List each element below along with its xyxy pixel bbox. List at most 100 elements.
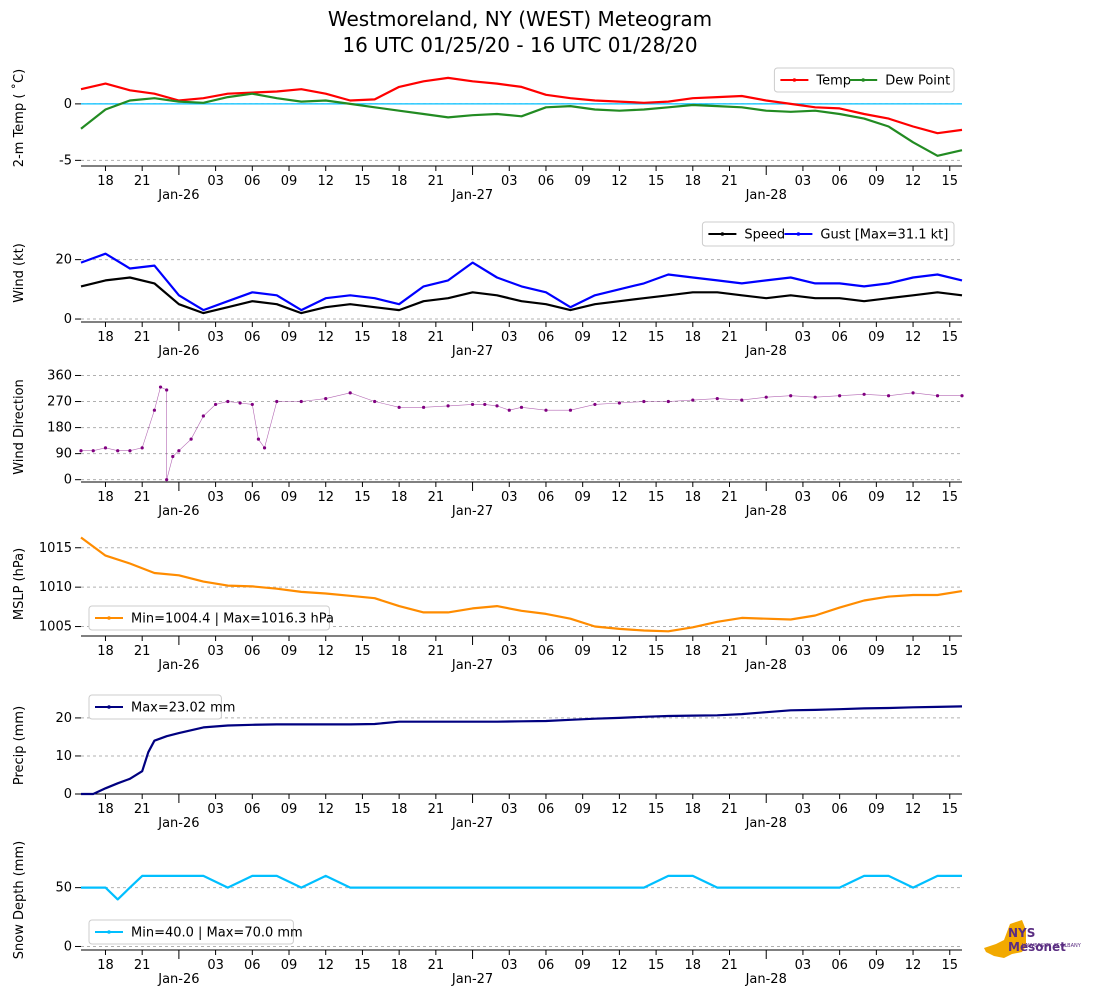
x-tick-label: 15 xyxy=(941,490,958,505)
legend: Temp Dew Point xyxy=(773,67,955,93)
x-tick-label: 21 xyxy=(721,958,738,973)
x-tick-label: 03 xyxy=(795,490,812,505)
x-tick-label: 12 xyxy=(317,490,334,505)
x-tick-label: 06 xyxy=(244,330,261,345)
x-tick-label: 21 xyxy=(428,644,445,659)
panel-2: 0 20 18 21 03 06 09 12 15 18 21 03 06 09 12 15 18 21 03 06 0… xyxy=(12,221,963,359)
x-date-label: Jan-26 xyxy=(157,972,199,987)
x-tick-label: 03 xyxy=(501,802,518,817)
y-tick-label: 20 xyxy=(55,711,72,726)
y-axis-label: Wind Direction xyxy=(12,379,27,475)
x-tick-label: 18 xyxy=(391,330,408,345)
x-date-label: Jan-28 xyxy=(745,972,787,987)
x-tick-label: 03 xyxy=(501,644,518,659)
x-tick-label: 12 xyxy=(905,802,922,817)
x-tick-label: 09 xyxy=(868,958,885,973)
x-date-label: Jan-26 xyxy=(157,504,199,519)
panel-6: 0 50 18 21 03 06 09 12 15 18 21 03 06 09 12 15 18 21 03 06 0… xyxy=(12,841,962,987)
x-tick-label: 03 xyxy=(207,490,224,505)
x-date-label: Jan-27 xyxy=(451,972,493,987)
legend-label: Max=23.02 mm xyxy=(131,701,235,716)
y-tick-label: 270 xyxy=(47,395,72,410)
x-tick-label: 18 xyxy=(685,490,702,505)
x-date-label: Jan-26 xyxy=(157,188,199,203)
chart-title-line2: 16 UTC 01/25/20 - 16 UTC 01/28/20 xyxy=(342,33,698,57)
x-tick-label: 09 xyxy=(868,490,885,505)
y-axis-label: Wind (kt) xyxy=(12,243,27,303)
legend: Speed Gust [Max=31.1 kt] xyxy=(701,221,955,247)
x-date-label: Jan-28 xyxy=(745,188,787,203)
x-date-label: Jan-28 xyxy=(745,816,787,831)
legend-label: Dew Point xyxy=(885,74,950,89)
x-tick-label: 03 xyxy=(501,958,518,973)
legend-box xyxy=(88,919,294,945)
x-tick-label: 12 xyxy=(611,644,628,659)
x-tick-label: 06 xyxy=(831,490,848,505)
x-tick-label: 12 xyxy=(905,174,922,189)
x-tick-label: 06 xyxy=(831,802,848,817)
x-tick-label: 06 xyxy=(538,330,555,345)
x-tick-label: 09 xyxy=(574,330,591,345)
x-tick-label: 03 xyxy=(207,802,224,817)
x-tick-label: 03 xyxy=(795,802,812,817)
x-tick-label: 18 xyxy=(685,958,702,973)
x-tick-label: 21 xyxy=(428,490,445,505)
x-tick-label: 21 xyxy=(134,174,151,189)
x-tick-label: 21 xyxy=(428,958,445,973)
x-tick-label: 03 xyxy=(795,174,812,189)
x-tick-label: 03 xyxy=(501,490,518,505)
x-tick-label: 12 xyxy=(317,802,334,817)
x-tick-label: 12 xyxy=(611,958,628,973)
x-tick-label: 21 xyxy=(134,644,151,659)
chart-title-line1: Westmoreland, NY (WEST) Meteogram xyxy=(327,7,713,31)
y-tick-label: 1015 xyxy=(39,541,72,556)
y-axis-label: Precip (mm) xyxy=(12,706,27,785)
x-tick-label: 06 xyxy=(244,958,261,973)
x-tick-label: 06 xyxy=(831,330,848,345)
x-tick-label: 06 xyxy=(538,644,555,659)
x-tick-label: 03 xyxy=(207,958,224,973)
x-tick-label: 06 xyxy=(244,174,261,189)
x-tick-label: 06 xyxy=(244,490,261,505)
legend-box xyxy=(701,221,955,247)
x-tick-label: 09 xyxy=(574,644,591,659)
x-tick-label: 21 xyxy=(721,644,738,659)
x-tick-label: 21 xyxy=(428,174,445,189)
y-tick-label: -5 xyxy=(59,153,72,168)
panel-5: 0 10 20 18 21 03 06 09 12 15 18 21 03 06 09 12 15 18 21 03 0… xyxy=(12,694,963,831)
x-tick-label: 18 xyxy=(685,330,702,345)
y-tick-label: 0 xyxy=(64,939,72,954)
series-line-0 xyxy=(81,386,962,480)
x-date-label: Jan-26 xyxy=(157,658,199,673)
legend: Min=1004.4 | Max=1016.3 hPa xyxy=(88,605,334,631)
x-tick-label: 18 xyxy=(97,490,114,505)
x-tick-label: 09 xyxy=(574,802,591,817)
x-tick-label: 21 xyxy=(134,958,151,973)
x-tick-label: 06 xyxy=(538,802,555,817)
y-tick-label: 50 xyxy=(55,881,72,896)
x-tick-label: 18 xyxy=(391,644,408,659)
x-date-label: Jan-28 xyxy=(745,658,787,673)
y-axis-label: 2-m Temp ( ˚C) xyxy=(11,69,27,167)
x-tick-label: 09 xyxy=(868,174,885,189)
x-tick-label: 09 xyxy=(281,958,298,973)
x-tick-label: 18 xyxy=(97,958,114,973)
x-tick-label: 15 xyxy=(648,490,665,505)
x-tick-label: 12 xyxy=(317,644,334,659)
x-tick-label: 15 xyxy=(354,644,371,659)
x-tick-label: 21 xyxy=(134,330,151,345)
x-tick-label: 18 xyxy=(391,802,408,817)
x-tick-label: 15 xyxy=(941,330,958,345)
x-tick-label: 12 xyxy=(317,174,334,189)
x-tick-label: 09 xyxy=(281,490,298,505)
x-tick-label: 15 xyxy=(941,174,958,189)
legend-label: Speed xyxy=(744,228,785,243)
x-tick-label: 03 xyxy=(501,174,518,189)
legend-marker xyxy=(720,232,725,236)
mesonet-logo: NYS Mesonet UNIVERSITY AT ALBANY xyxy=(982,918,1086,970)
x-date-label: Jan-26 xyxy=(157,816,199,831)
x-tick-label: 21 xyxy=(721,802,738,817)
x-tick-label: 21 xyxy=(721,330,738,345)
